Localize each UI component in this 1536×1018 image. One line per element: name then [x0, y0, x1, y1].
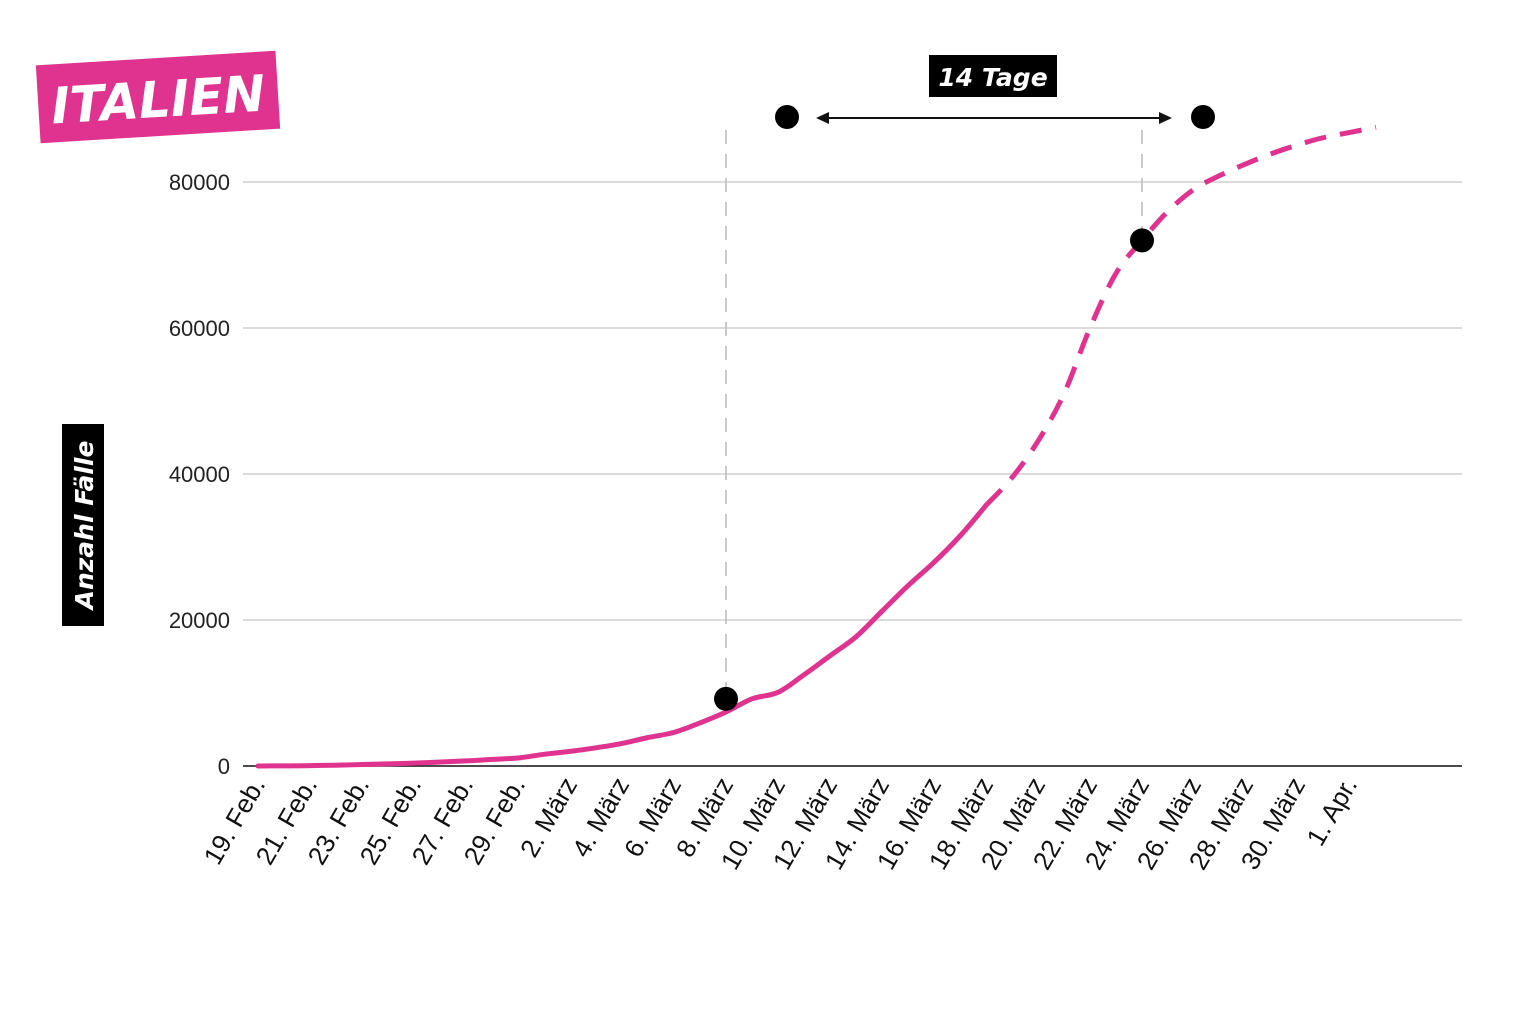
series-line-projection [984, 124, 1377, 508]
interval-annotation: 14 Tage [775, 55, 1215, 129]
y-tick-label: 60000 [169, 316, 230, 341]
x-tick-label: 1. Apr. [1300, 772, 1363, 851]
x-axis-ticks: 19. Feb.21. Feb.23. Feb.25. Feb.27. Feb.… [198, 772, 1364, 875]
gridlines [243, 181, 1462, 767]
interval-arrow-left-head [816, 112, 829, 124]
y-tick-label: 0 [218, 754, 230, 779]
guide-lines [725, 130, 1143, 687]
title-badge: ITALIEN [35, 50, 281, 144]
marker-layer [714, 228, 1154, 711]
data-marker [1130, 228, 1154, 253]
y-axis-label-background [62, 424, 104, 626]
data-marker [714, 686, 738, 711]
y-axis-ticks: 0 20000 40000 60000 80000 [169, 170, 230, 779]
interval-end-dot [1191, 105, 1215, 129]
y-axis-label: Anzahl Fälle [70, 441, 99, 612]
y-axis-label-box: Anzahl Fälle [62, 424, 104, 626]
interval-label-background [929, 55, 1057, 97]
series-line-actual [255, 502, 989, 769]
interval-label: 14 Tage [938, 63, 1047, 92]
series-layer [255, 124, 1377, 769]
title-badge-background [35, 50, 281, 144]
chart-title: ITALIEN [50, 65, 267, 136]
interval-arrow-right-head [1159, 112, 1172, 124]
y-tick-label: 40000 [169, 462, 230, 487]
y-tick-label: 80000 [169, 170, 230, 195]
interval-start-dot [775, 105, 799, 129]
y-tick-label: 20000 [169, 608, 230, 633]
